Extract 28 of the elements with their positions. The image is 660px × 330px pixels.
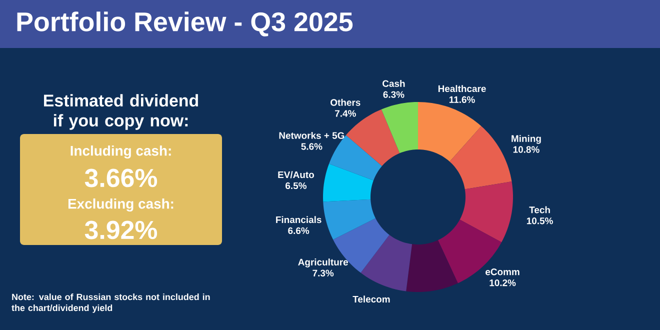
slice-label: Mining: [512, 134, 541, 144]
data-label: 10.5%: [526, 218, 553, 224]
slice-label: Cash: [382, 80, 405, 87]
slice-label: Financials: [276, 216, 322, 224]
slice-label: Networks + 5G: [279, 132, 344, 139]
slice-label: Tech: [529, 206, 550, 214]
data-label: 11.6%: [449, 96, 475, 103]
text: Excluding cash:: [68, 198, 174, 212]
slice-label: EV/Auto: [278, 171, 314, 178]
data-label: 7.4%: [335, 110, 356, 117]
chart-title: Portfolio Review - Q3 2025: [17, 12, 353, 36]
text: 3.66%: [84, 168, 158, 188]
slice-label: Others: [330, 98, 360, 106]
text: Including cash:: [70, 145, 171, 159]
slice-label: eComm: [486, 268, 520, 276]
data-label: 6.6%: [288, 227, 310, 234]
data-label: 5.6%: [301, 143, 322, 150]
text: Estimated dividend if you copy now:: [44, 94, 198, 130]
data-label: 6.5%: [286, 182, 307, 190]
text: 3.92%: [84, 220, 158, 240]
slice-label: Telecom: [352, 296, 390, 303]
data-label: 10.8%: [513, 146, 540, 153]
data-label: 10.2%: [490, 279, 516, 286]
text: Note: value of Russian stocks not included in the chart/dividend yield: [12, 294, 210, 313]
data-label: 6.3%: [383, 91, 404, 98]
slice-label: Agriculture: [298, 258, 348, 268]
slice-label: Healthcare: [438, 85, 486, 92]
data-label: 7.3%: [312, 270, 334, 276]
